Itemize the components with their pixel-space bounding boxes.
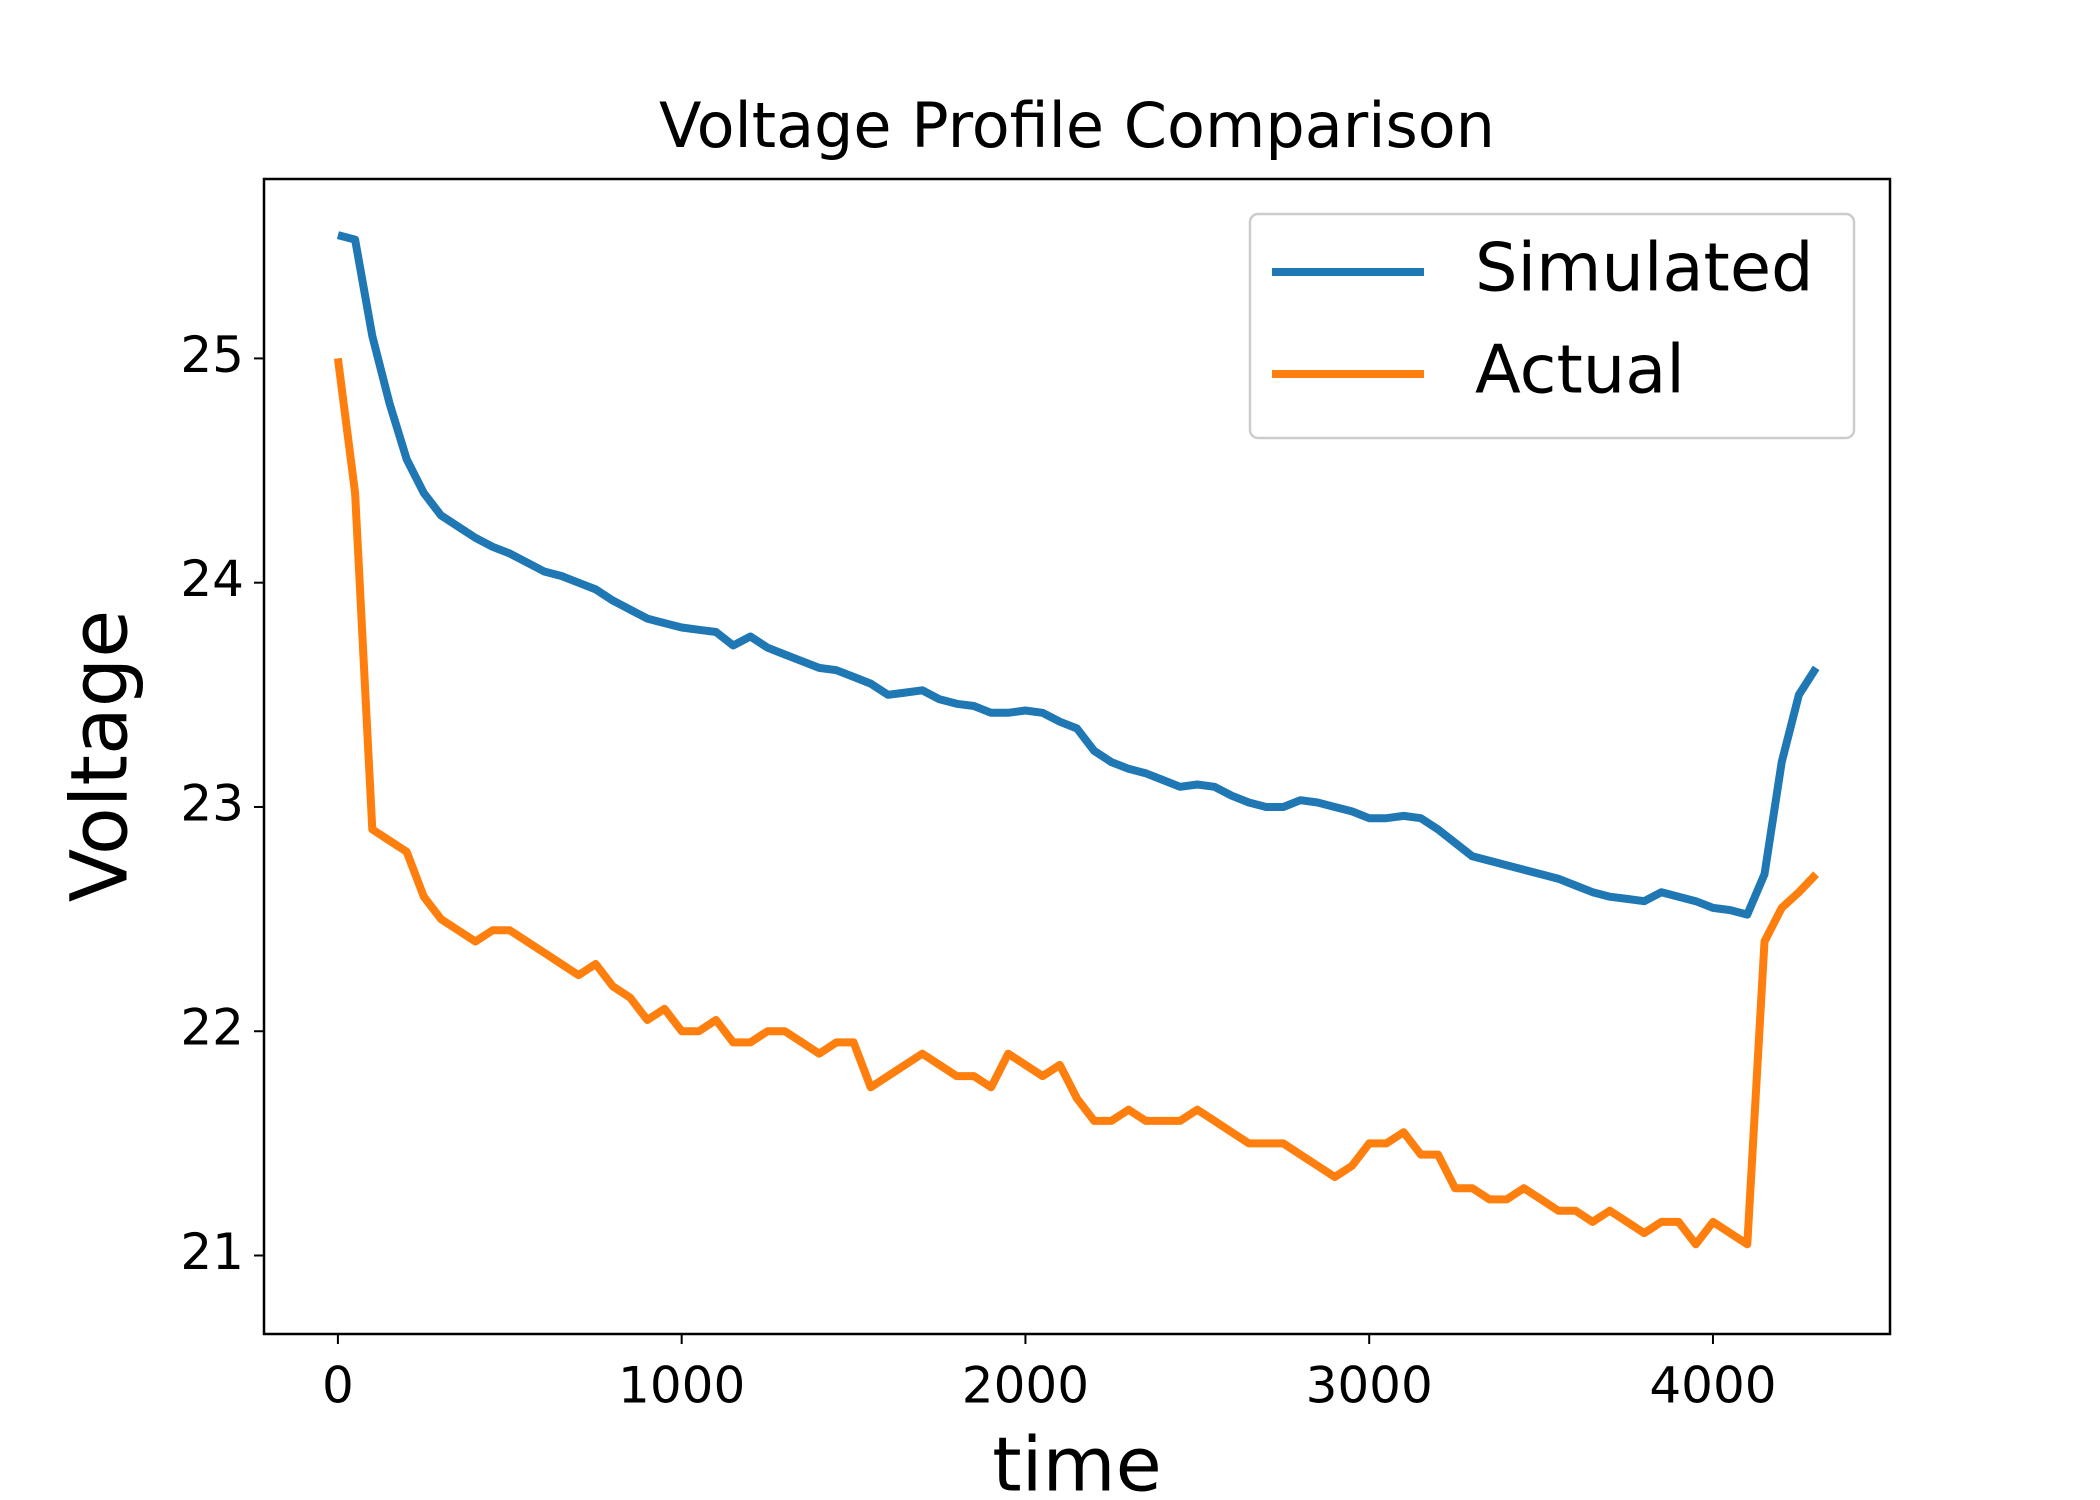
series-line bbox=[333, 357, 1819, 1249]
y-tick-label: 25 bbox=[180, 326, 244, 384]
y-tick-label: 23 bbox=[180, 774, 244, 832]
legend-label: Simulated bbox=[1475, 229, 1814, 307]
y-tick-label: 22 bbox=[180, 999, 244, 1057]
x-tick-label: 4000 bbox=[1649, 1357, 1776, 1415]
series-line bbox=[336, 231, 1820, 919]
y-tick-label: 21 bbox=[180, 1223, 244, 1281]
x-axis-label: time bbox=[992, 1421, 1161, 1500]
y-axis-label: Voltage bbox=[55, 610, 145, 903]
x-tick-label: 0 bbox=[322, 1357, 354, 1415]
chart-title: Voltage Profile Comparison bbox=[659, 89, 1495, 162]
x-tick-label: 1000 bbox=[618, 1357, 745, 1415]
x-tick-label: 2000 bbox=[962, 1357, 1089, 1415]
plot-frame bbox=[262, 177, 1892, 1336]
x-tick-label: 3000 bbox=[1306, 1357, 1433, 1415]
legend-label: Actual bbox=[1475, 331, 1685, 409]
y-tick-label: 24 bbox=[180, 550, 244, 608]
